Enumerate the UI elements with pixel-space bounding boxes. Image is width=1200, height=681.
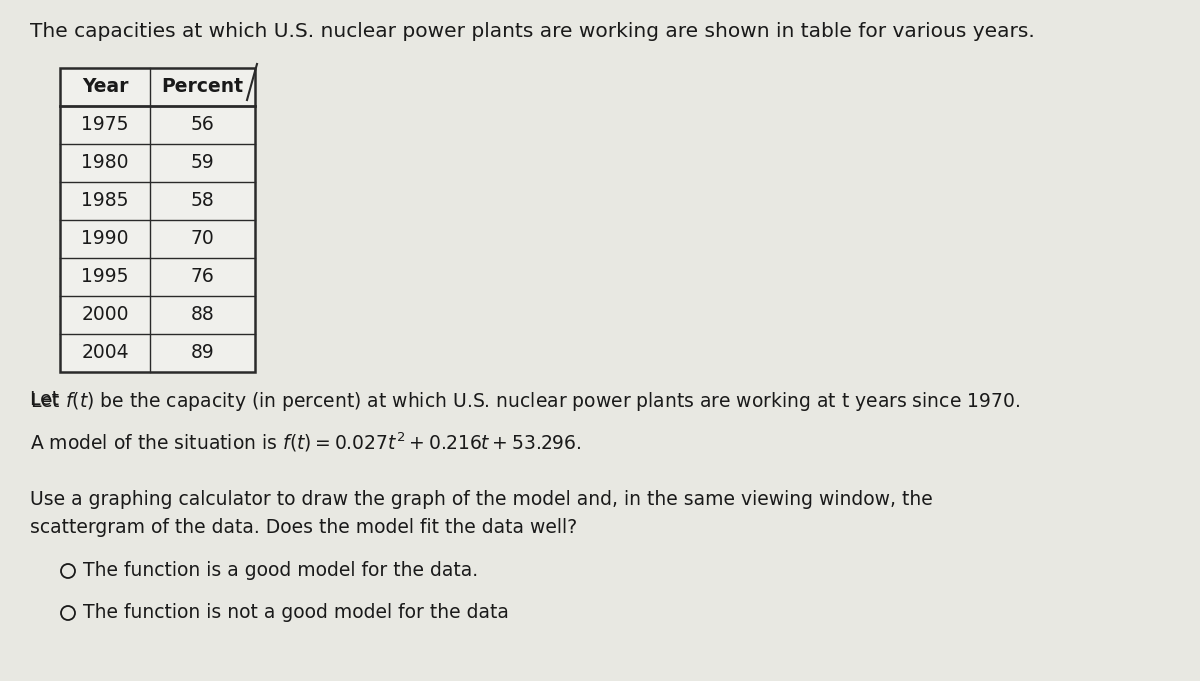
Text: 2004: 2004 [82, 343, 128, 362]
Text: 1975: 1975 [82, 116, 128, 135]
Bar [150, 296, 256, 334]
Text: A model of the situation is $f(t) = 0.027t^2 + 0.216t + 53.296$.: A model of the situation is $f(t) = 0.02… [30, 430, 582, 454]
Text: 76: 76 [191, 268, 215, 287]
Text: 1995: 1995 [82, 268, 128, 287]
Text: 1985: 1985 [82, 191, 128, 210]
Text: The function is not a good model for the data: The function is not a good model for the… [83, 603, 509, 622]
Text: 2000: 2000 [82, 306, 128, 325]
Text: 70: 70 [191, 229, 215, 249]
Bar [150, 334, 256, 372]
Bar [150, 258, 256, 296]
Bar [150, 106, 256, 144]
Bar [60, 144, 150, 182]
Text: Use a graphing calculator to draw the graph of the model and, in the same viewin: Use a graphing calculator to draw the gr… [30, 490, 932, 537]
Text: 89: 89 [191, 343, 215, 362]
Text: 88: 88 [191, 306, 215, 325]
Text: 56: 56 [191, 116, 215, 135]
Text: The function is a good model for the data.: The function is a good model for the dat… [83, 562, 478, 580]
Bar [60, 258, 150, 296]
Text: 1980: 1980 [82, 153, 128, 172]
Bar [150, 220, 256, 258]
Text: Let: Let [30, 390, 65, 409]
Text: Year: Year [82, 78, 128, 97]
Text: 58: 58 [191, 191, 215, 210]
Text: 1990: 1990 [82, 229, 128, 249]
Bar [150, 68, 256, 106]
Bar [150, 182, 256, 220]
Bar [150, 144, 256, 182]
Bar [60, 182, 150, 220]
Bar [60, 106, 150, 144]
Bar [60, 296, 150, 334]
Bar [60, 220, 150, 258]
Text: 59: 59 [191, 153, 215, 172]
Text: Let $f(t)$ be the capacity (in percent) at which U.S. nuclear power plants are w: Let $f(t)$ be the capacity (in percent) … [30, 390, 1020, 413]
Text: Percent: Percent [162, 78, 244, 97]
Bar [60, 68, 256, 372]
Bar [60, 334, 150, 372]
Text: The capacities at which U.S. nuclear power plants are working are shown in table: The capacities at which U.S. nuclear pow… [30, 22, 1034, 41]
Bar [60, 68, 150, 106]
